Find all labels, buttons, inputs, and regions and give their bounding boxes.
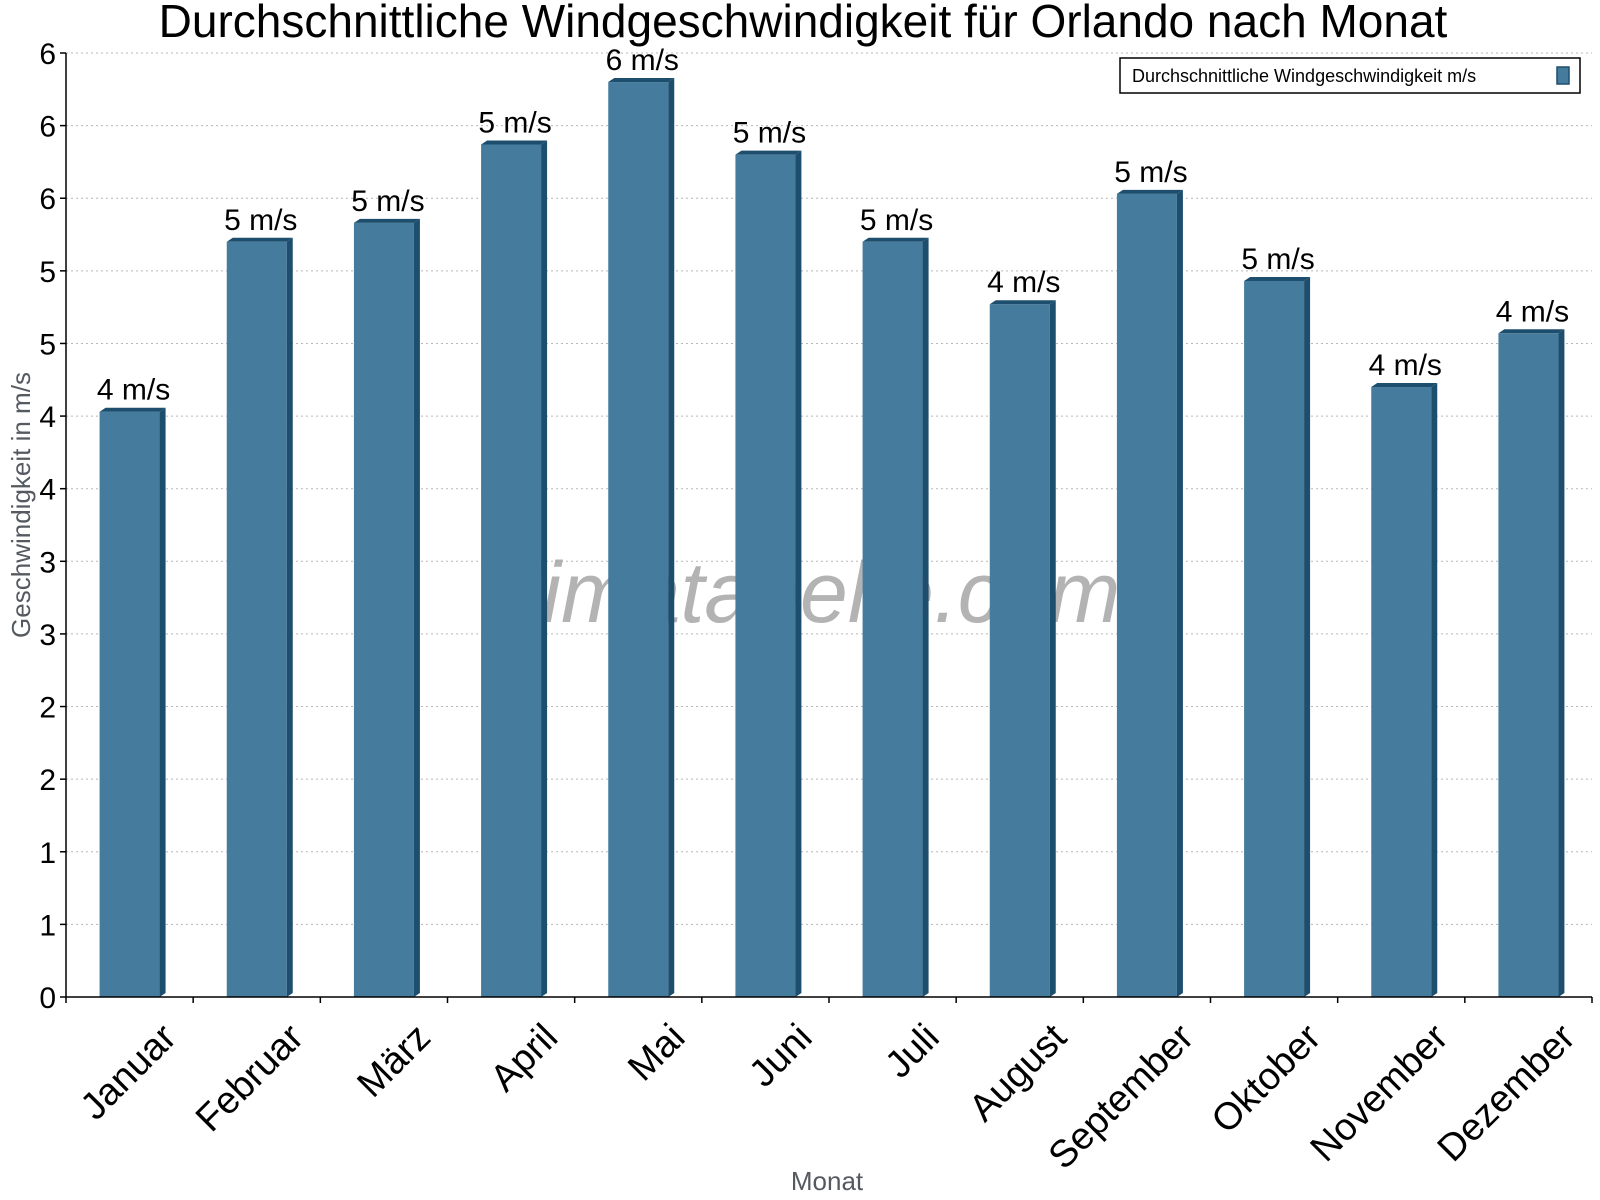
data-label: 5 m/s bbox=[1114, 156, 1187, 189]
bar bbox=[481, 140, 548, 998]
bar-face bbox=[1244, 281, 1305, 997]
y-tick-label: 2 bbox=[39, 692, 56, 725]
y-tick-label: 5 bbox=[39, 256, 56, 289]
y-tick-label: 4 bbox=[39, 474, 56, 507]
data-label: 5 m/s bbox=[860, 204, 933, 237]
bar bbox=[1116, 189, 1183, 997]
bar-top bbox=[735, 150, 802, 155]
legend-swatch bbox=[1556, 66, 1570, 85]
bar-series bbox=[99, 78, 1565, 998]
y-tick-label: 0 bbox=[39, 982, 56, 1015]
bar-face bbox=[226, 241, 287, 998]
bar-face bbox=[1498, 333, 1559, 997]
bar-side bbox=[159, 407, 166, 998]
data-label: 6 m/s bbox=[606, 44, 679, 77]
data-label: 4 m/s bbox=[1496, 295, 1569, 328]
legend: Durchschnittliche Windgeschwindigkeit m/… bbox=[1119, 57, 1581, 94]
x-tick-label: Dezember bbox=[1430, 1016, 1584, 1170]
bar-side bbox=[1176, 189, 1183, 997]
x-tick-label: November bbox=[1303, 1016, 1457, 1170]
bar-top bbox=[353, 218, 420, 223]
bar bbox=[989, 300, 1056, 997]
bar bbox=[735, 150, 802, 997]
x-tick-label: August bbox=[961, 1016, 1075, 1130]
data-label: 5 m/s bbox=[1241, 243, 1314, 276]
bar-top bbox=[1498, 329, 1565, 334]
x-tick-label: Juli bbox=[878, 1016, 948, 1086]
y-tick-label: 2 bbox=[39, 764, 56, 797]
x-tick-label: Februar bbox=[188, 1016, 312, 1140]
bar bbox=[353, 218, 420, 998]
bar-side bbox=[795, 150, 802, 997]
bar-side bbox=[668, 78, 675, 998]
y-tick-label: 3 bbox=[39, 619, 56, 652]
bar bbox=[608, 78, 675, 998]
bar-side bbox=[413, 218, 420, 998]
y-tick-label: 3 bbox=[39, 546, 56, 579]
x-tick-label: April bbox=[483, 1016, 566, 1099]
gridlines bbox=[66, 52, 1592, 925]
x-tick-label: März bbox=[350, 1016, 439, 1105]
y-tick-label: 6 bbox=[39, 111, 56, 144]
bar-side bbox=[1304, 277, 1311, 997]
y-tick-label: 6 bbox=[39, 38, 56, 71]
data-label: 4 m/s bbox=[1369, 349, 1442, 382]
data-label: 4 m/s bbox=[97, 374, 170, 407]
bar-top bbox=[1116, 189, 1183, 194]
bar-face bbox=[1371, 387, 1432, 997]
chart-title: Durchschnittliche Windgeschwindigkeit fü… bbox=[159, 0, 1448, 47]
bar bbox=[226, 237, 293, 998]
bar-top bbox=[1244, 277, 1311, 282]
bar-side bbox=[922, 237, 929, 998]
data-label: 5 m/s bbox=[733, 117, 806, 150]
bar-top bbox=[608, 78, 675, 83]
bar-top bbox=[99, 407, 166, 412]
data-label: 5 m/s bbox=[224, 204, 297, 237]
y-tick-label: 5 bbox=[39, 328, 56, 361]
bar bbox=[1498, 329, 1565, 997]
legend-box bbox=[1119, 57, 1581, 94]
bar-top bbox=[989, 300, 1056, 305]
bar-face bbox=[1116, 193, 1177, 997]
bar-face bbox=[481, 144, 542, 998]
bar bbox=[1371, 383, 1438, 997]
bar-top bbox=[1371, 383, 1438, 388]
y-tick-label: 6 bbox=[39, 183, 56, 216]
y-axis-title: Geschwindigkeit in m/s bbox=[6, 372, 36, 638]
bar-face bbox=[989, 304, 1050, 997]
data-labels: 4 m/s 5 m/s 5 m/s 5 m/s 6 m/s 5 m/s 5 m/s 4 m/s… bbox=[97, 44, 1569, 407]
y-tick-label: 1 bbox=[39, 837, 56, 870]
data-label: 5 m/s bbox=[351, 185, 424, 218]
bar-side bbox=[541, 140, 548, 998]
bar-top bbox=[226, 237, 293, 242]
data-label: 4 m/s bbox=[987, 266, 1060, 299]
bar bbox=[862, 237, 929, 998]
bar-face bbox=[99, 411, 160, 998]
y-tick-label: 1 bbox=[39, 909, 56, 942]
data-label: 5 m/s bbox=[478, 106, 551, 139]
legend-label: Durchschnittliche Windgeschwindigkeit m/… bbox=[1132, 66, 1476, 86]
x-tick-label: Mai bbox=[620, 1016, 693, 1089]
bar bbox=[99, 407, 166, 998]
y-tick-label: 4 bbox=[39, 401, 56, 434]
bar-face bbox=[608, 82, 669, 998]
x-tick-label: Januar bbox=[73, 1016, 185, 1128]
bar-face bbox=[862, 241, 923, 998]
bar-side bbox=[286, 237, 293, 998]
bar-side bbox=[1049, 300, 1056, 997]
bar bbox=[1244, 277, 1311, 997]
bar-face bbox=[353, 222, 414, 998]
bar-top bbox=[862, 237, 929, 242]
x-axis-title: Monat bbox=[791, 1166, 864, 1196]
x-tick-label: Juni bbox=[741, 1016, 820, 1095]
bar-top bbox=[481, 140, 548, 145]
x-tick-label: Oktober bbox=[1204, 1016, 1330, 1142]
bar-face bbox=[735, 154, 796, 997]
bar-side bbox=[1431, 383, 1438, 997]
bar-side bbox=[1558, 329, 1565, 997]
